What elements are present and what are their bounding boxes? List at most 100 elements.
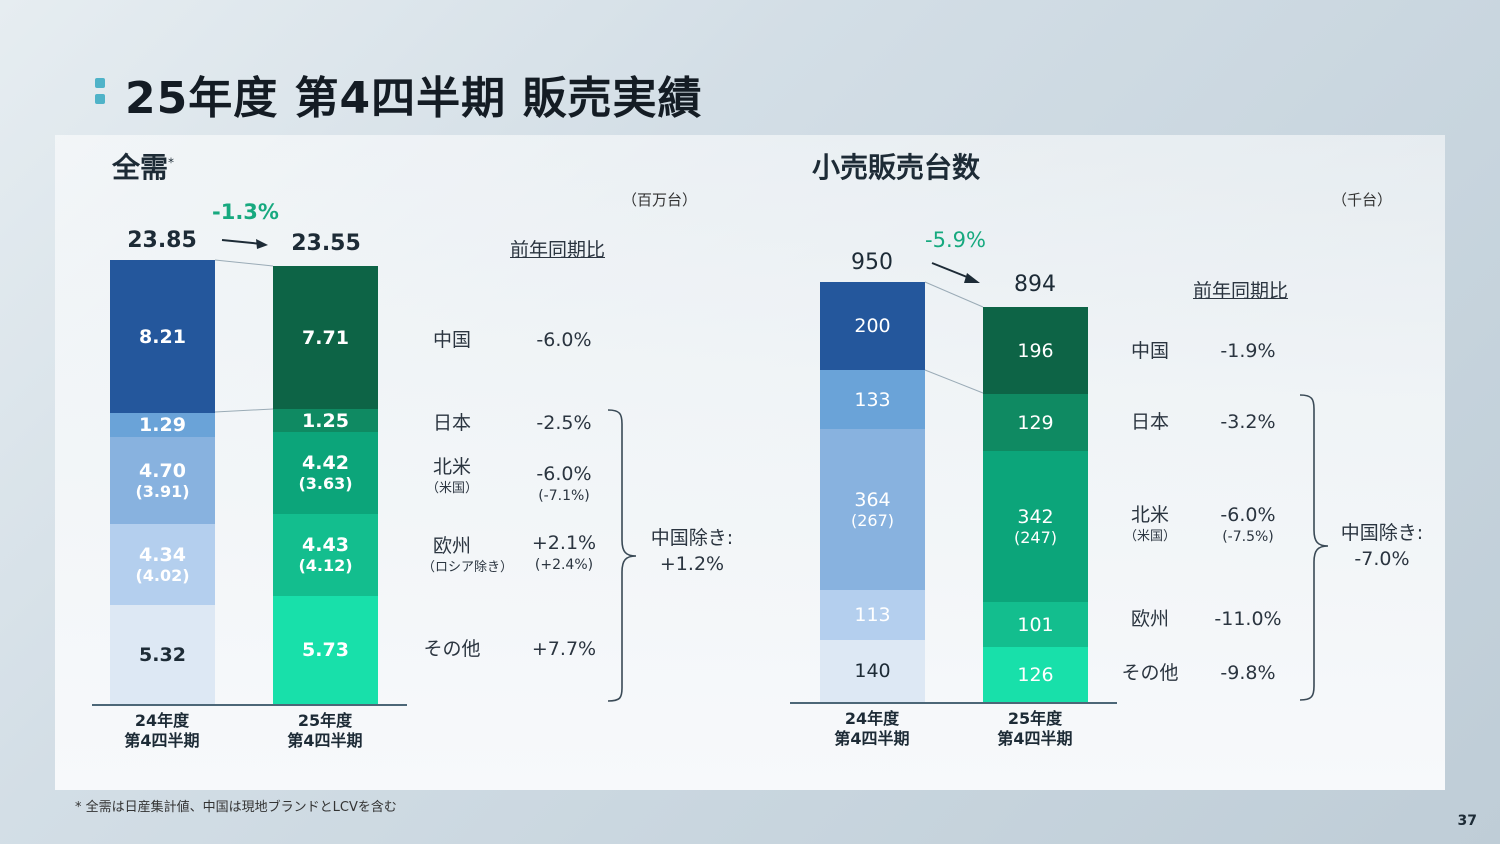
tiv-yoy-other: +7.7% xyxy=(531,638,597,660)
tiv-bar1-value-na: 4.42 xyxy=(302,452,349,474)
retail-total-fy25: 894 xyxy=(1014,272,1056,297)
tiv-region-japan: 日本 xyxy=(432,412,471,434)
tiv-bar1-segment-europe: 4.43 (4.12) xyxy=(273,514,378,596)
retail-xlabel-fy24-line1: 24年度 xyxy=(844,709,900,728)
tiv-yoy-china: -6.0% xyxy=(536,329,592,351)
tiv-bar0-value-europe: 4.34 xyxy=(139,544,186,566)
tiv-yoy-header: 前年同期比 xyxy=(510,239,606,261)
retail-yoy-europe: -11.0% xyxy=(1214,608,1282,630)
retail-yoy-header: 前年同期比 xyxy=(1193,280,1289,302)
tiv-yoy-us: (-7.1%) xyxy=(538,488,590,504)
tiv-bar1-value-china: 7.71 xyxy=(302,327,349,349)
tiv-total-fy24: 23.85 xyxy=(127,228,197,253)
tiv-yoy-japan: -2.5% xyxy=(536,412,592,434)
retail-bar0-segment-china: 200 xyxy=(820,282,925,370)
tiv-bar0-segment-other: 5.32 xyxy=(110,605,215,704)
page-title: 25年度 第4四半期 販売実績 xyxy=(125,73,703,124)
retail-heading: 小売販売台数 xyxy=(812,151,981,184)
retail-region-china: 中国 xyxy=(1130,340,1169,362)
retail-exchina: 中国除き: -7.0% xyxy=(1332,520,1432,572)
tiv-heading-footnote-mark: * xyxy=(168,155,175,170)
tiv-bar1-value-other: 5.73 xyxy=(302,639,349,661)
tiv-bar1-segment-china: 7.71 xyxy=(273,266,378,409)
retail-yoy-other: -9.8% xyxy=(1220,662,1276,684)
retail-bar1-segment-china: 196 xyxy=(983,307,1088,394)
retail-xlabel-fy24-line2: 第4四半期 xyxy=(834,729,910,748)
tiv-exchina-value: +1.2% xyxy=(659,553,725,575)
retail-xlabel-fy24: 24年度 第4四半期 xyxy=(807,709,937,749)
tiv-region-china: 中国 xyxy=(432,329,471,351)
retail-region-na-sub: （米国） xyxy=(1123,529,1176,544)
tiv-bar0-subvalue-europe: (4.02) xyxy=(135,566,190,585)
retail-bar0-value-china: 200 xyxy=(854,315,891,337)
tiv-bar0-segment-china: 8.21 xyxy=(110,260,215,413)
retail-region-europe: 欧州 xyxy=(1130,608,1169,630)
retail-bar1-value-other: 126 xyxy=(1017,664,1054,686)
retail-region-japan: 日本 xyxy=(1130,411,1169,433)
tiv-bar0-segment-europe: 4.34 (4.02) xyxy=(110,524,215,605)
tiv-bar1-subvalue-europe: (4.12) xyxy=(298,556,353,575)
retail-bar0-value-other: 140 xyxy=(854,660,891,682)
retail-bar1-value-na: 342 xyxy=(1017,506,1054,528)
retail-bar0-segment-other: 140 xyxy=(820,640,925,702)
tiv-xlabel-fy25-line1: 25年度 xyxy=(297,711,353,730)
retail-bar-fy24: 200 133 364 (267) 113 140 xyxy=(820,282,925,702)
tiv-xlabel-fy25: 25年度 第4四半期 xyxy=(260,711,390,751)
tiv-exchina-label: 中国除き: xyxy=(650,527,734,549)
tiv-region-europe: 欧州 （ロシア除き） xyxy=(422,535,514,579)
tiv-heading: 全需* xyxy=(112,151,175,184)
tiv-bar1-segment-japan: 1.25 xyxy=(273,409,378,432)
tiv-bar0-segment-na: 4.70 (3.91) xyxy=(110,437,215,524)
retail-xlabel-fy25-line2: 第4四半期 xyxy=(997,729,1073,748)
tiv-exchina: 中国除き: +1.2% xyxy=(642,525,742,577)
tiv-bar0-value-japan: 1.29 xyxy=(139,414,186,436)
retail-exchina-value: -7.0% xyxy=(1354,548,1410,570)
tiv-bar-fy24: 8.21 1.29 4.70 (3.91) 4.34 (4.02) 5.32 xyxy=(110,260,215,704)
tiv-region-europe-sub: （ロシア除き） xyxy=(422,560,514,575)
retail-unit: （千台） xyxy=(1332,191,1393,209)
retail-bar1-value-china: 196 xyxy=(1017,340,1054,362)
retail-bar1-segment-japan: 129 xyxy=(983,394,1088,451)
retail-bar0-value-na: 364 xyxy=(854,489,891,511)
retail-bar0-value-japan: 133 xyxy=(854,389,891,411)
retail-xlabel-fy25: 25年度 第4四半期 xyxy=(970,709,1100,749)
page-number: 37 xyxy=(1457,813,1477,829)
tiv-region-na-sub: （米国） xyxy=(425,481,478,496)
content-panel xyxy=(55,135,1445,790)
tiv-bar0-segment-japan: 1.29 xyxy=(110,413,215,437)
tiv-xlabel-fy24: 24年度 第4四半期 xyxy=(97,711,227,751)
retail-yoy-na: -6.0% (-7.5%) xyxy=(1203,504,1293,548)
retail-bar0-segment-europe: 113 xyxy=(820,590,925,640)
tiv-xlabel-fy24-line2: 第4四半期 xyxy=(124,731,200,750)
tiv-bar0-value-na: 4.70 xyxy=(139,460,186,482)
retail-bar0-subvalue-na: (267) xyxy=(850,511,895,530)
retail-yoy-china: -1.9% xyxy=(1220,340,1276,362)
retail-total-fy24: 950 xyxy=(851,250,893,275)
retail-yoy-us: (-7.5%) xyxy=(1222,529,1274,545)
tiv-bar1-segment-other: 5.73 xyxy=(273,596,378,704)
tiv-bar-fy25: 7.71 1.25 4.42 (3.63) 4.43 (4.12) 5.73 xyxy=(273,266,378,704)
tiv-bar1-segment-na: 4.42 (3.63) xyxy=(273,432,378,514)
tiv-bar0-value-other: 5.32 xyxy=(139,644,186,666)
retail-bar1-value-europe: 101 xyxy=(1017,614,1054,636)
retail-bar-fy25: 196 129 342 (247) 101 126 xyxy=(983,307,1088,702)
retail-yoy-japan: -3.2% xyxy=(1220,411,1276,433)
retail-bar1-segment-other: 126 xyxy=(983,647,1088,702)
retail-region-other: その他 xyxy=(1121,662,1179,684)
tiv-bar1-value-japan: 1.25 xyxy=(302,410,349,432)
tiv-yoy-europe: +2.1% (+2.4%) xyxy=(519,532,609,576)
tiv-bar0-subvalue-na: (3.91) xyxy=(135,482,190,501)
retail-bar1-value-japan: 129 xyxy=(1017,412,1054,434)
tiv-region-na: 北米 （米国） xyxy=(422,456,482,500)
title-bullet-icon xyxy=(95,78,105,106)
tiv-bar1-value-europe: 4.43 xyxy=(302,534,349,556)
retail-exchina-label: 中国除き: xyxy=(1340,522,1424,544)
tiv-bar0-value-china: 8.21 xyxy=(139,326,186,348)
retail-xlabel-fy25-line1: 25年度 xyxy=(1007,709,1063,728)
retail-bar0-segment-japan: 133 xyxy=(820,370,925,429)
retail-total-change: -5.9% xyxy=(925,228,986,252)
tiv-bar1-subvalue-na: (3.63) xyxy=(298,474,353,493)
retail-baseline xyxy=(790,702,1117,704)
retail-bar0-segment-na: 364 (267) xyxy=(820,429,925,590)
tiv-xlabel-fy25-line2: 第4四半期 xyxy=(287,731,363,750)
